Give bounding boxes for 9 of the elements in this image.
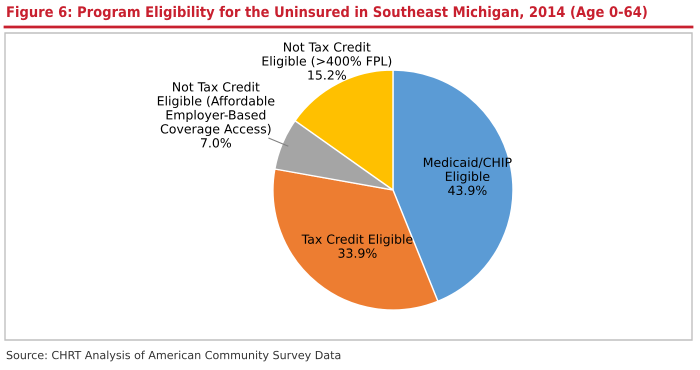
slice-label: Not Tax Credit Eligible (>400% FPL) bbox=[262, 42, 392, 68]
slice-label: Not Tax Credit Eligible (Affordable Employer-Based Coverage Access) bbox=[158, 82, 274, 136]
chart-title: Figure 6: Program Eligibility for the Uninsured in Southeast Michigan, 2014 (Age 0-64) bbox=[7, 6, 647, 20]
source-note: Source: CHRT Analysis of American Community Survey Data bbox=[6, 350, 340, 362]
data-label: 33.9% bbox=[338, 248, 377, 258]
data-label: 7.0% bbox=[200, 138, 232, 148]
data-label: 15.2% bbox=[308, 70, 346, 80]
data-label: 43.9% bbox=[448, 186, 487, 196]
slice-label: Tax Credit Eligible bbox=[302, 234, 412, 246]
